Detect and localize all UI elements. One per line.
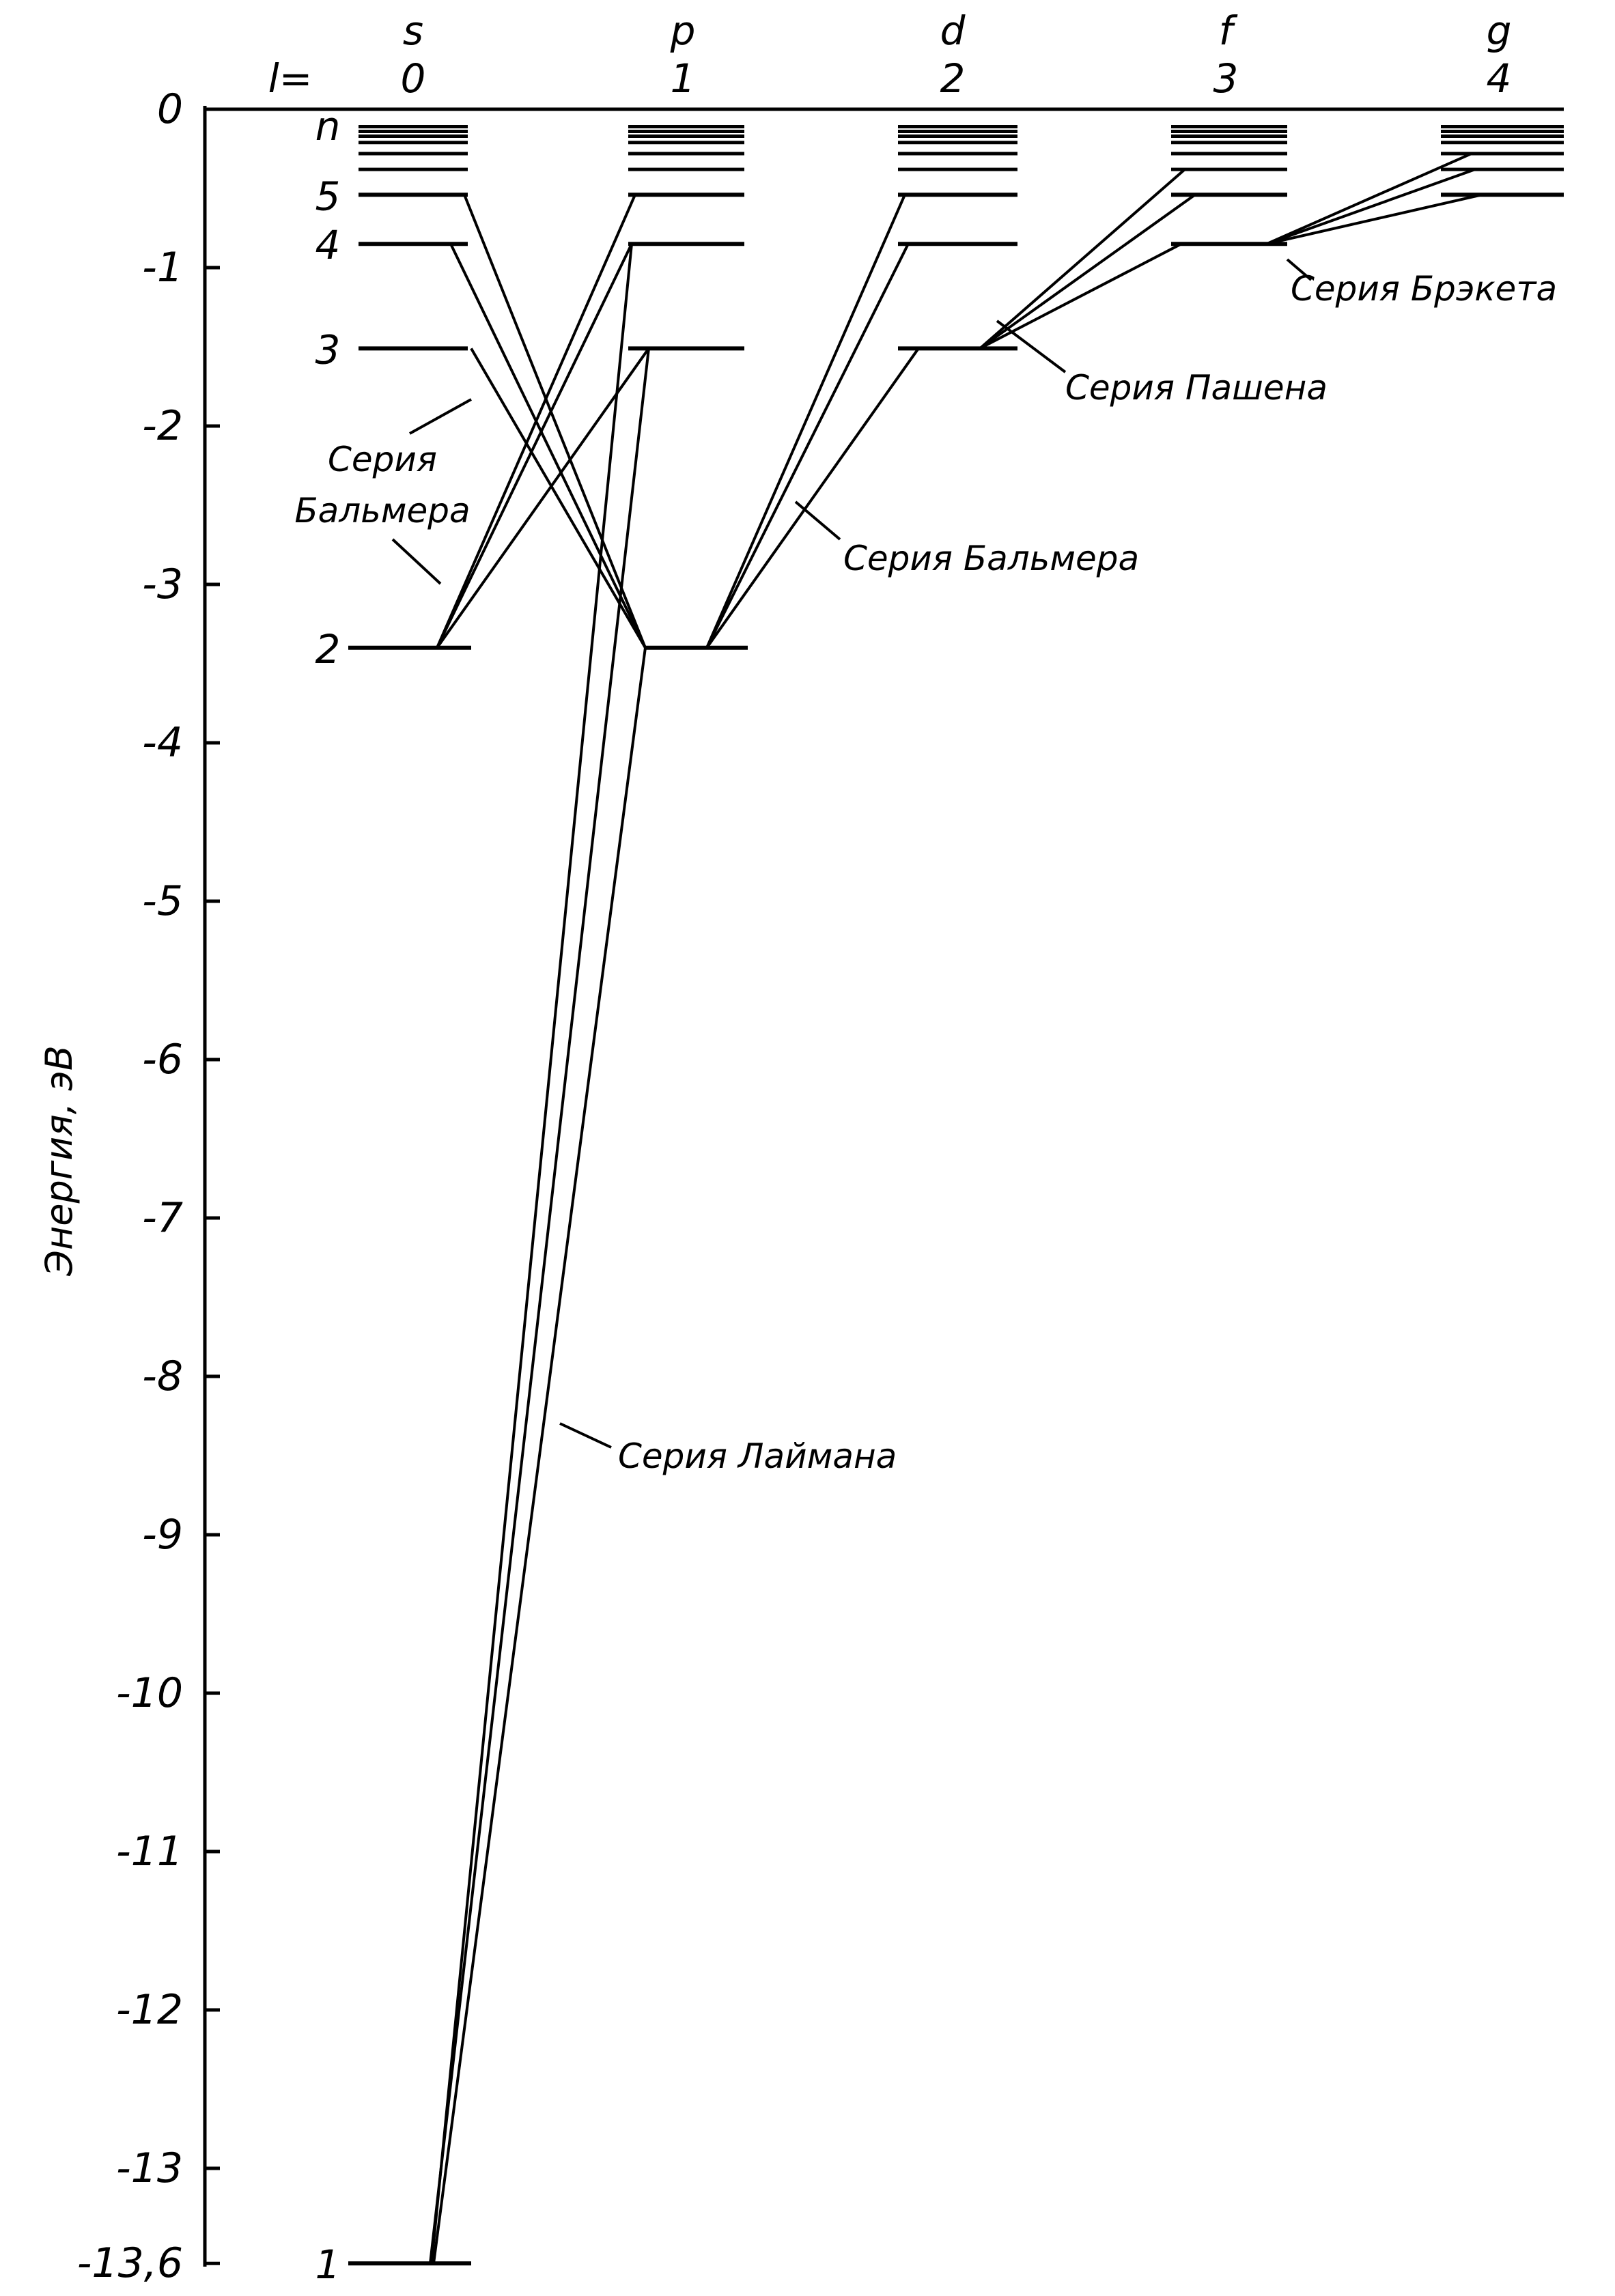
orbital-l-value: 4 [1487, 55, 1512, 102]
series-leader-line [391, 538, 442, 585]
axis-ticks [205, 107, 220, 2265]
series-leader-line [996, 320, 1067, 373]
tick-label: -7 [142, 1194, 183, 1242]
transition-line [432, 647, 647, 2264]
n-label: 1 [315, 2241, 341, 2288]
orbital-letter: p [670, 8, 696, 54]
transition-line [429, 348, 650, 2264]
series-leader-line [559, 1422, 612, 1449]
tick-label: -8 [142, 1352, 183, 1400]
transition-line [705, 243, 910, 649]
n-label: 4 [315, 222, 341, 268]
transition-line [1266, 152, 1472, 246]
principal-quantum-number-labels: 1 2 3 45 n [315, 103, 341, 2288]
orbital-letter: g [1487, 8, 1512, 54]
tick-label: -5 [142, 877, 183, 925]
tick-label: -13 [116, 2144, 183, 2192]
transition-line [1266, 168, 1476, 246]
series-annotations: Серия Бальмера Серия Бальмера Серия Пашена С… [294, 258, 1557, 1476]
orbital-l-value: 3 [1213, 55, 1239, 102]
tick-label: -4 [142, 719, 183, 767]
orbital-l-value: 0 [401, 55, 426, 102]
series-leader-line [794, 500, 841, 541]
transition-line [463, 194, 647, 649]
tick-label: -9 [142, 1511, 183, 1559]
transition-line [436, 348, 650, 649]
transition-lines [429, 152, 1483, 2264]
tick-label: -10 [116, 1669, 183, 1717]
tick-label: -3 [142, 561, 183, 608]
tick-label: -1 [142, 244, 183, 292]
transition-line [1266, 193, 1483, 246]
n-label: n [315, 103, 341, 150]
series-label: Серия Лаймана [618, 1436, 897, 1476]
transition-line [705, 348, 920, 649]
tick-label: 0 [157, 85, 183, 133]
series-label: Серия Брэкета [1291, 269, 1557, 309]
transition-line [449, 243, 647, 649]
energy-levels [348, 125, 1564, 2266]
tick-label: -12 [116, 1986, 183, 2034]
transition-line [979, 168, 1186, 350]
series-label: Серия [328, 440, 437, 479]
n-label: 2 [315, 626, 341, 672]
tick-label: -2 [142, 402, 183, 450]
axis-tick-labels: 0 -1 -2 -3 -4 -5 -6 -7 -8 -9 -10 -11 -12 -13 -13,6 [77, 85, 183, 2287]
orbital-letter: f [1219, 8, 1238, 54]
transition-line [705, 194, 906, 649]
transition-line [470, 348, 647, 649]
n-label: 5 [315, 173, 341, 219]
orbital-l-value: 1 [671, 55, 696, 102]
l-prefix: l= [268, 55, 313, 102]
tick-label: -6 [142, 1036, 183, 1083]
tick-label: -11 [116, 1828, 183, 1875]
transition-line [979, 193, 1196, 350]
series-label: Серия Пашена [1065, 368, 1328, 408]
n-label: 3 [315, 326, 341, 373]
series-label: Серия Бальмера [843, 539, 1139, 578]
orbital-letter: d [940, 8, 966, 54]
orbital-letter: s [403, 8, 423, 54]
transition-line [430, 244, 633, 2264]
transition-line [436, 243, 633, 649]
transition-line [979, 242, 1182, 350]
series-leader-line [1286, 258, 1312, 281]
orbital-column-headers: s0 p1 d2 f3 g4 [401, 8, 1512, 102]
series-leader-line [409, 398, 472, 435]
axis-title: Энергия, эВ [38, 1045, 81, 1276]
series-label: Бальмера [294, 491, 470, 530]
tick-label: -13,6 [77, 2239, 183, 2287]
orbital-l-value: 2 [940, 55, 966, 102]
